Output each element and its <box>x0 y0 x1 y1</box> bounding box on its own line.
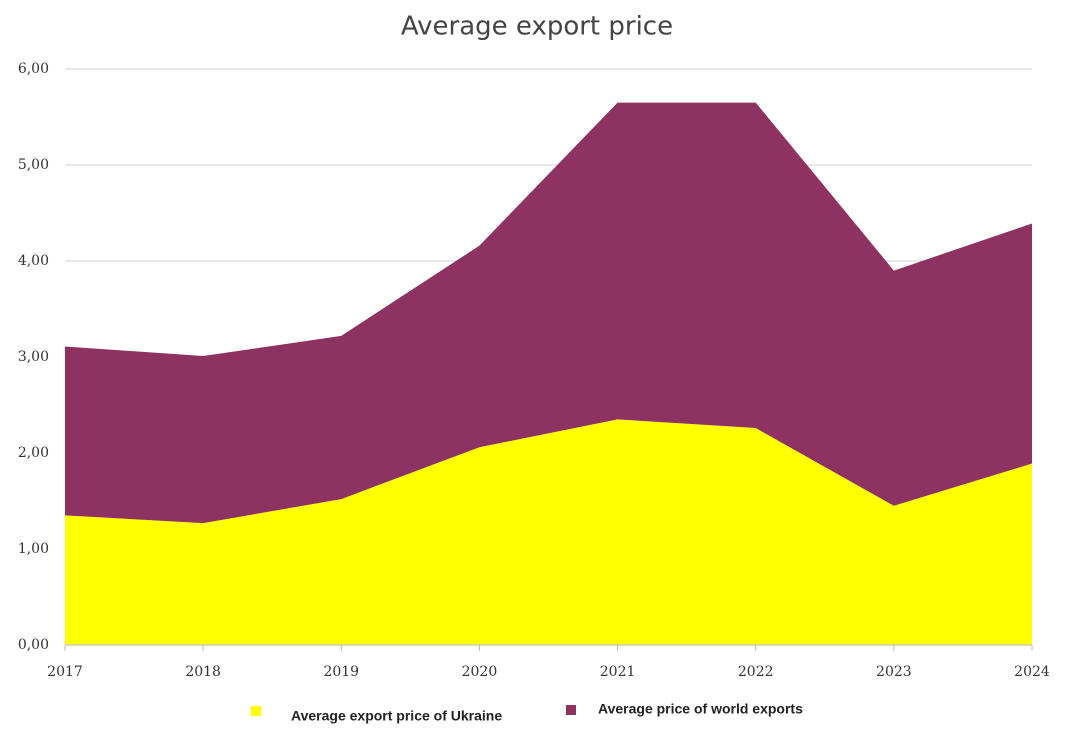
x-tick-label: 2023 <box>876 664 912 680</box>
x-tick-label: 2022 <box>738 664 774 680</box>
y-tick-label: 5,00 <box>18 157 49 173</box>
y-tick-label: 1,00 <box>18 541 49 557</box>
area <box>65 102 1032 524</box>
y-tick-label: 6,00 <box>18 61 49 77</box>
legend-label: Average price of world exports <box>598 701 803 717</box>
y-tick-label: 3,00 <box>18 349 49 365</box>
x-tick-label: 2017 <box>47 664 83 680</box>
chart-title: Average export price <box>401 12 673 42</box>
x-tick-label: 2020 <box>462 664 498 680</box>
y-tick-label: 4,00 <box>18 253 49 269</box>
x-tick-label: 2024 <box>1014 664 1050 680</box>
legend-label: Average export price of Ukraine <box>291 708 502 724</box>
legend-swatch <box>566 705 576 715</box>
y-tick-label: 2,00 <box>18 445 49 461</box>
x-tick-label: 2021 <box>600 664 636 680</box>
x-tick-label: 2019 <box>323 664 359 680</box>
x-tick-label: 2018 <box>185 664 221 680</box>
area <box>65 419 1032 645</box>
y-tick-label: 0,00 <box>18 637 49 653</box>
legend-swatch <box>251 706 261 716</box>
